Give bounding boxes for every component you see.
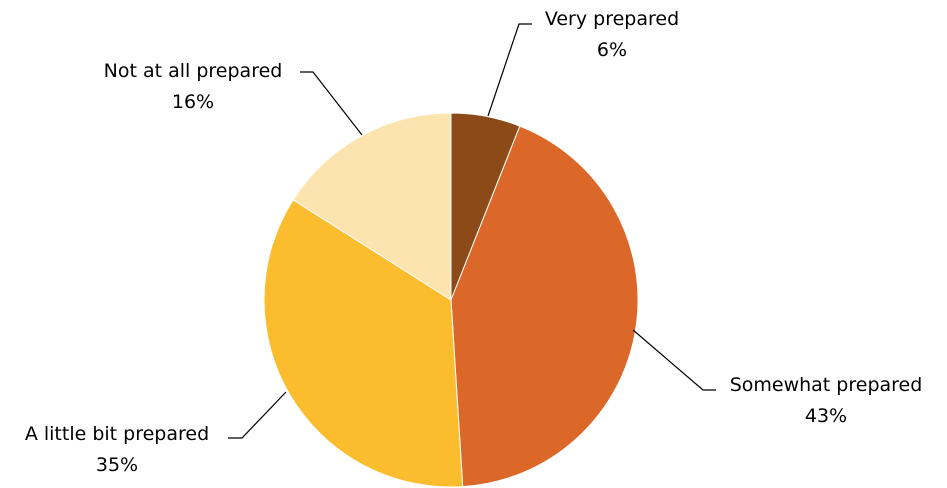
data-label-name-somewhat-prepared: Somewhat prepared (730, 374, 923, 396)
data-label-name-very-prepared: Very prepared (545, 8, 679, 30)
data-label-value-somewhat-prepared: 43% (805, 405, 847, 427)
data-label-value-very-prepared: 6% (597, 39, 627, 61)
pie-slice-a-little-bit-prepared (263, 199, 464, 488)
data-label-value-a-little-bit-prepared: 35% (96, 454, 138, 476)
leader-lines (228, 23, 716, 439)
data-label-name-a-little-bit-prepared: A little bit prepared (25, 423, 209, 445)
pie-slices (263, 112, 639, 488)
pie-slice-not-at-all-prepared (292, 112, 452, 301)
data-label-name-not-at-all-prepared: Not at all prepared (104, 60, 283, 82)
leader-line-a-little-bit-prepared (228, 391, 287, 439)
pie-slice-somewhat-prepared (450, 125, 639, 488)
data-label-value-not-at-all-prepared: 16% (172, 91, 214, 113)
data-labels: Very prepared 6% Somewhat prepared 43% A lit… (25, 8, 922, 476)
leader-line-not-at-all-prepared (300, 71, 363, 136)
leader-line-somewhat-prepared (632, 329, 716, 391)
leader-line-very-prepared (487, 23, 532, 117)
